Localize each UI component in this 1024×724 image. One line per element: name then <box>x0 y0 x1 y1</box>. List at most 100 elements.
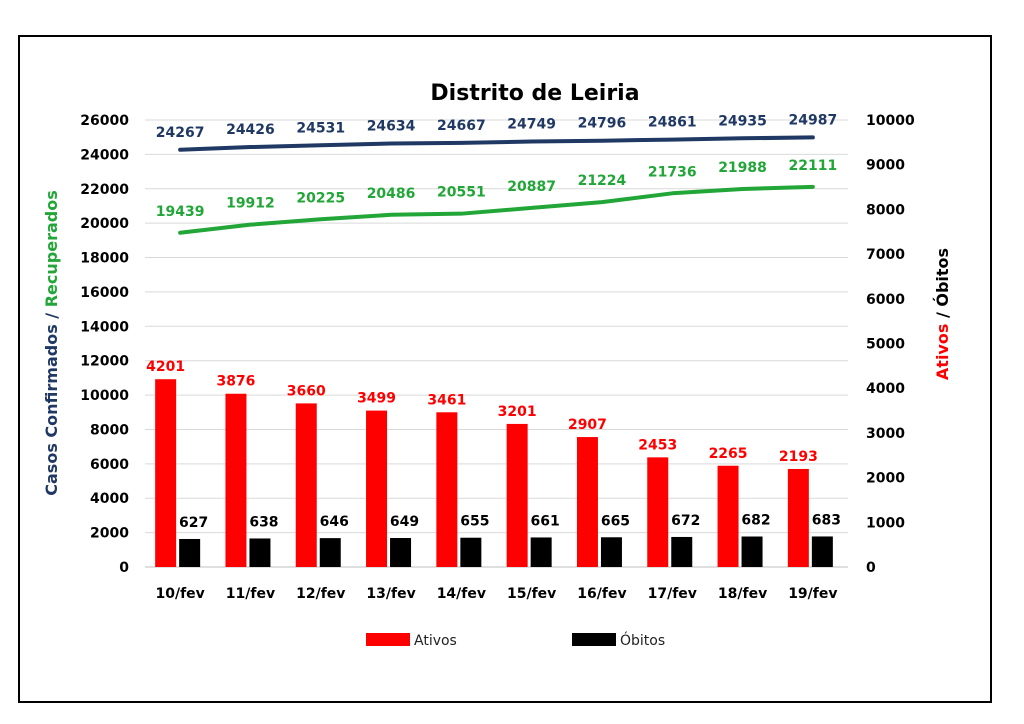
data-label-obitos: 683 <box>812 512 841 528</box>
data-label-obitos: 682 <box>741 513 770 529</box>
legend-label-ativos: Ativos <box>414 633 457 649</box>
data-label-recuperados: 20551 <box>437 185 486 201</box>
left-axis-ticks: 0 2000 4000 6000 8000 10000 12000 14000 16000 180… <box>80 113 129 576</box>
data-label-recuperados: 21988 <box>718 160 767 176</box>
recuperados-point <box>600 200 604 204</box>
data-label-confirmados: 24796 <box>578 116 627 132</box>
bar-obitos <box>671 536 693 567</box>
left-tick-label: 26000 <box>80 113 129 129</box>
right-tick-label: 7000 <box>866 247 905 263</box>
right-tick-label: 4000 <box>866 381 905 397</box>
left-tick-label: 16000 <box>80 285 129 301</box>
data-label-confirmados: 24861 <box>648 115 697 131</box>
recuperados-point <box>811 185 815 189</box>
bar-ativos <box>366 410 388 567</box>
data-label-ativos: 3461 <box>427 392 466 408</box>
data-label-obitos: 665 <box>601 513 630 529</box>
bar-obitos <box>179 538 201 567</box>
confirmados-point <box>600 139 604 143</box>
data-label-recuperados: 20225 <box>296 190 345 206</box>
data-label-obitos: 655 <box>460 514 489 530</box>
data-label-obitos: 672 <box>671 513 700 529</box>
right-tick-label: 3000 <box>866 426 905 442</box>
right-tick-label: 6000 <box>866 292 905 308</box>
data-label-confirmados: 24267 <box>156 125 205 141</box>
data-labels: 4201 3876 3660 3499 3461 3201 2907 2453 2265 2193… <box>146 112 841 531</box>
left-tick-label: 0 <box>119 560 129 576</box>
recuperados-point <box>530 206 534 210</box>
bar-ativos <box>155 379 177 567</box>
confirmados-point <box>319 143 323 147</box>
recuperados-point <box>670 191 674 195</box>
recuperados-point <box>319 217 323 221</box>
left-tick-label: 22000 <box>80 182 129 198</box>
recuperados-point <box>178 231 182 235</box>
right-axis-label-obitos: Óbitos <box>933 248 952 307</box>
right-tick-label: 8000 <box>866 202 905 218</box>
data-label-obitos: 638 <box>249 514 278 530</box>
x-tick-label: 11/fev <box>226 586 275 602</box>
x-axis-ticks: 10/fev 11/fev 12/fev 13/fev 14/fev 15/fev 16/f… <box>155 586 837 602</box>
left-tick-label: 14000 <box>80 319 129 335</box>
right-axis-label-ativos: Ativos <box>933 324 952 380</box>
right-tick-label: 0 <box>866 560 876 576</box>
data-label-confirmados: 24634 <box>367 118 416 134</box>
legend-swatch-obitos <box>572 633 616 646</box>
right-tick-label: 9000 <box>866 158 905 174</box>
left-axis-label-recuperados: Recuperados <box>42 190 61 307</box>
data-label-recuperados: 19912 <box>226 196 275 212</box>
data-label-ativos: 2193 <box>779 449 818 465</box>
left-tick-label: 4000 <box>90 491 129 507</box>
bars <box>155 379 833 567</box>
confirmados-point <box>248 145 252 149</box>
data-label-ativos: 3660 <box>287 383 326 399</box>
data-label-obitos: 649 <box>390 514 419 530</box>
right-tick-label: 10000 <box>866 113 915 129</box>
data-label-ativos: 2907 <box>568 417 607 433</box>
bar-obitos <box>249 538 271 567</box>
bar-ativos <box>576 437 598 567</box>
bar-obitos <box>600 537 622 567</box>
chart-frame <box>18 35 992 703</box>
bar-obitos <box>811 536 833 567</box>
x-tick-label: 14/fev <box>437 586 486 602</box>
right-axis-label-separator: / <box>933 307 952 324</box>
bar-obitos <box>319 538 341 567</box>
bar-ativos <box>506 423 528 567</box>
data-label-recuperados: 21736 <box>648 164 697 180</box>
x-tick-label: 16/fev <box>577 586 626 602</box>
data-label-recuperados: 20887 <box>507 179 556 195</box>
data-label-recuperados: 21224 <box>578 173 627 189</box>
bar-ativos <box>295 403 317 567</box>
recuperados-line <box>178 184 815 235</box>
recuperados-point <box>248 223 252 227</box>
confirmados-point <box>459 141 463 145</box>
bar-obitos <box>741 536 763 567</box>
legend-label-obitos: Óbitos <box>620 631 665 649</box>
recuperados-point <box>741 187 745 191</box>
left-tick-label: 2000 <box>90 526 129 542</box>
data-label-confirmados: 24749 <box>507 117 556 133</box>
x-tick-label: 19/fev <box>788 586 837 602</box>
confirmados-point <box>741 136 745 140</box>
data-label-obitos: 627 <box>179 515 208 531</box>
right-axis-label: Ativos / Óbitos <box>933 248 952 380</box>
left-tick-label: 18000 <box>80 251 129 267</box>
bar-obitos <box>530 537 552 567</box>
left-tick-label: 24000 <box>80 147 129 163</box>
bar-ativos <box>225 393 247 567</box>
data-label-ativos: 3499 <box>357 391 396 407</box>
recuperados-point <box>389 213 393 217</box>
left-tick-label: 20000 <box>80 216 129 232</box>
lines <box>178 135 815 235</box>
right-axis-ticks: 0 1000 2000 3000 4000 5000 6000 7000 8000 9000 100… <box>866 113 915 576</box>
right-tick-label: 2000 <box>866 471 905 487</box>
data-label-ativos: 2453 <box>638 437 677 453</box>
data-label-ativos: 3876 <box>216 374 255 390</box>
confirmados-point <box>811 135 815 139</box>
right-tick-label: 1000 <box>866 515 905 531</box>
x-tick-label: 13/fev <box>366 586 415 602</box>
confirmados-line <box>178 135 815 152</box>
x-tick-label: 12/fev <box>296 586 345 602</box>
